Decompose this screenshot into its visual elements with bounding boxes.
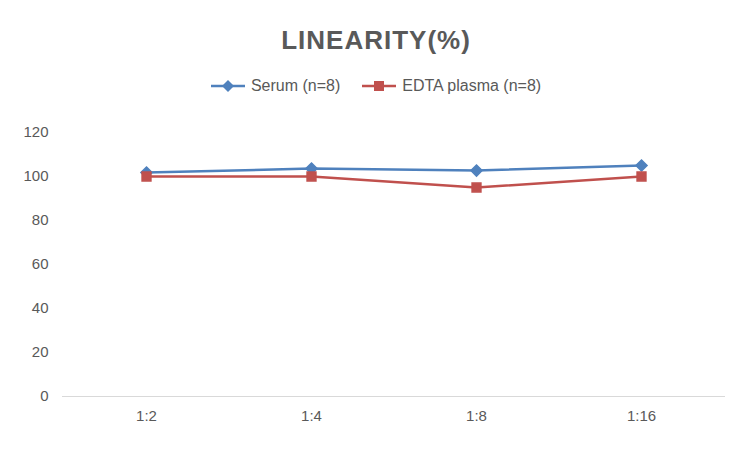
svg-text:1:4: 1:4 — [301, 407, 322, 424]
svg-text:0: 0 — [40, 387, 48, 404]
html-text:LINEARITY(%): LINEARITY(%) — [281, 25, 471, 55]
svg-text:1:16: 1:16 — [627, 407, 656, 424]
svg-text:40: 40 — [32, 299, 49, 316]
svg-text:100: 100 — [23, 167, 48, 184]
html-text:Serum (n=8): Serum (n=8) — [250, 77, 341, 94]
html-text:EDTA plasma (n=8): EDTA plasma (n=8) — [402, 77, 542, 94]
svg-text:60: 60 — [32, 255, 49, 272]
svg-text:120: 120 — [23, 123, 48, 140]
svg-text:1:8: 1:8 — [466, 407, 487, 424]
svg-text:20: 20 — [32, 343, 49, 360]
svg-text:1:2: 1:2 — [136, 407, 157, 424]
svg-text:80: 80 — [32, 211, 49, 228]
